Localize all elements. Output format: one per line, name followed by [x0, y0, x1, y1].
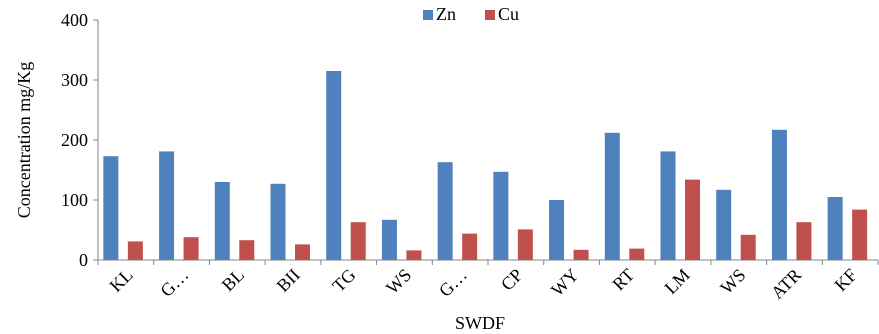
bar-cu: [629, 248, 645, 260]
bar-zn: [716, 189, 732, 260]
legend-label-zn: Zn: [436, 4, 456, 24]
bar-cu: [183, 237, 199, 260]
bar-zn: [660, 151, 676, 260]
legend-swatch-zn: [423, 10, 433, 20]
y-axis-title: Concentration mg/Kg: [14, 62, 34, 218]
bar-cu: [127, 241, 143, 260]
bar-cu: [517, 229, 533, 260]
y-axis-ticks: 0 100 200 300 400: [61, 10, 98, 270]
x-tick-label: BII: [273, 265, 304, 296]
y-tick-label: 300: [61, 70, 88, 90]
y-tick-label: 200: [61, 130, 88, 150]
bar-cu: [406, 250, 422, 260]
legend: Zn Cu: [423, 4, 519, 24]
bar-zn: [103, 156, 119, 260]
bar-zn: [771, 129, 787, 260]
x-tick-label: WS: [716, 265, 749, 298]
y-tick-label: 100: [61, 190, 88, 210]
x-axis-title: SWDF: [455, 313, 505, 333]
x-tick-label: KL: [106, 265, 137, 296]
bar-zn: [549, 200, 565, 260]
bar-zn: [827, 197, 843, 260]
bar-zn: [270, 183, 286, 260]
x-tick-label: CP: [497, 265, 527, 295]
y-tick-label: 0: [79, 250, 88, 270]
bar-cu: [685, 179, 700, 260]
bar-cu: [350, 222, 366, 260]
bar-zn: [381, 219, 397, 260]
x-axis-ticks: KL G… BL BII TG WS G… CP WY RT LM WS ATR KF: [97, 260, 879, 303]
x-tick-label: BL: [218, 265, 248, 295]
x-tick-label: WY: [547, 265, 582, 300]
bar-cu: [573, 249, 589, 260]
legend-label-cu: Cu: [498, 4, 519, 24]
bar-cu: [462, 233, 478, 260]
x-tick-label: WS: [382, 265, 415, 298]
x-tick-label: LM: [661, 265, 694, 298]
bar-zn: [159, 151, 175, 260]
x-tick-label: ATR: [767, 265, 805, 303]
x-tick-label: G…: [156, 265, 192, 301]
bar-cu: [796, 222, 812, 260]
x-tick-label: RT: [608, 265, 638, 295]
x-tick-label: TG: [328, 265, 359, 296]
bar-zn: [326, 71, 342, 260]
bars: [103, 71, 868, 260]
bar-cu: [740, 234, 756, 260]
bar-zn: [437, 162, 453, 260]
x-tick-label: G…: [435, 265, 471, 301]
y-tick-label: 400: [61, 10, 88, 30]
bar-zn: [214, 182, 230, 260]
bar-zn: [493, 171, 509, 260]
x-tick-label: KF: [831, 265, 861, 295]
bar-cu: [239, 240, 255, 260]
legend-swatch-cu: [485, 10, 495, 20]
bar-cu: [295, 244, 310, 260]
bar-zn: [604, 132, 620, 260]
bar-cu: [852, 209, 868, 260]
